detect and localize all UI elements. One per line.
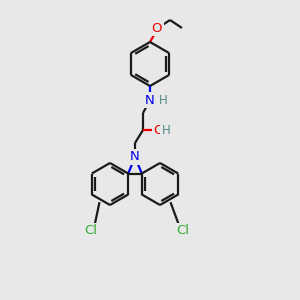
Text: H: H <box>159 94 167 106</box>
Text: O: O <box>152 22 162 34</box>
Text: Cl: Cl <box>176 224 190 238</box>
Text: H: H <box>162 124 170 136</box>
Text: N: N <box>130 151 140 164</box>
Text: O: O <box>154 124 164 136</box>
Text: Cl: Cl <box>85 224 98 238</box>
Text: N: N <box>145 94 155 106</box>
